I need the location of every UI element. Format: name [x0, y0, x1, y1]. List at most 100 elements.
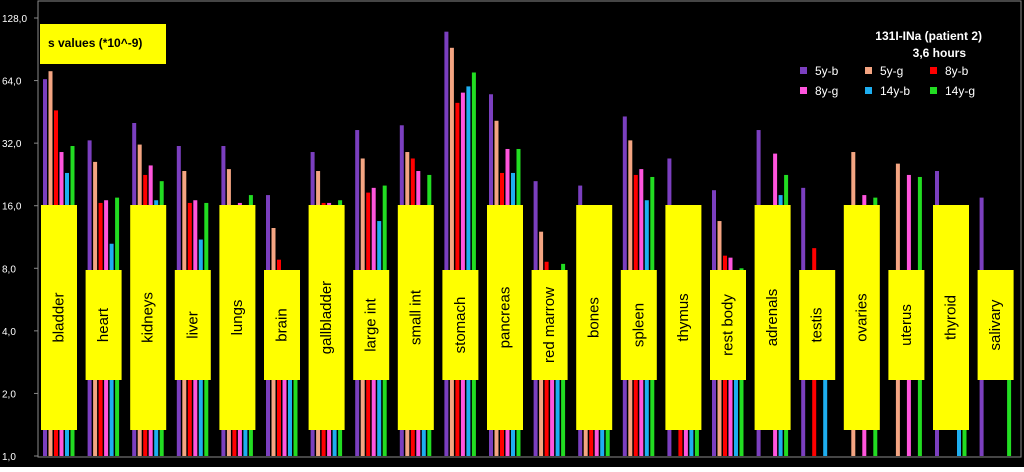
- organ-label-bones: bones: [576, 205, 613, 430]
- organ-label-box: [174, 270, 211, 380]
- bar-stomach-5y-g: [449, 47, 454, 457]
- category-label: testis: [809, 307, 826, 342]
- legend-label: 8y-b: [945, 64, 969, 78]
- organ-label-red-marrow: red marrow: [531, 270, 568, 380]
- organ-label-stomach: stomach: [442, 270, 479, 380]
- category-label: red marrow: [541, 287, 558, 363]
- plot-frame: [37, 0, 1022, 458]
- category-label: small int: [407, 289, 424, 345]
- category-label: brain: [274, 308, 291, 341]
- bar-stomach-5y-b: [444, 31, 449, 457]
- organ-label-kidneys: kidneys: [130, 205, 167, 430]
- y-tick-label: 32,0: [2, 139, 22, 150]
- organ-label-box: [487, 205, 523, 430]
- organ-label-uterus: uterus: [888, 270, 925, 380]
- legend-item-5y-g: 5y-g: [865, 64, 903, 78]
- organ-label-box: [799, 270, 836, 380]
- bar-rest-body-14y-b: [734, 310, 738, 456]
- category-label: heart: [95, 307, 112, 342]
- legend-label: 14y-g: [945, 84, 975, 98]
- organ-label-box: [531, 270, 568, 380]
- organ-label-box: [397, 205, 434, 430]
- legend-label: 5y-b: [815, 64, 839, 78]
- organ-label-heart: heart: [85, 270, 122, 380]
- category-label: salivary: [987, 299, 1004, 350]
- organ-label-spleen: spleen: [620, 270, 657, 380]
- legend-label: 5y-g: [880, 64, 903, 78]
- category-label: stomach: [452, 297, 469, 354]
- category-label: large int: [363, 297, 380, 351]
- category-label: gallbladder: [318, 281, 335, 354]
- y-tick-label: 64,0: [2, 77, 22, 88]
- legend-swatch: [930, 67, 937, 74]
- legend-item-14y-b: 14y-b: [865, 84, 910, 98]
- category-label: rest body: [720, 294, 737, 356]
- organ-label-bladder: bladder: [41, 205, 77, 430]
- bar-brain-14y-b: [288, 310, 292, 456]
- category-label: thymus: [675, 293, 692, 341]
- organ-label-box: [442, 270, 479, 380]
- category-label: bladder: [51, 292, 68, 342]
- organ-label-thyroid: thyroid: [933, 205, 969, 430]
- category-label: lungs: [229, 300, 246, 336]
- organ-label-box: [264, 270, 300, 380]
- category-label: bones: [586, 297, 603, 338]
- y-tick-label: 1,0: [2, 452, 16, 463]
- category-label: ovaries: [853, 293, 870, 341]
- organ-label-gallbladder: gallbladder: [308, 205, 345, 430]
- organ-label-box: [85, 270, 122, 380]
- organ-label-lungs: lungs: [219, 205, 256, 430]
- y-tick-label: 128,0: [2, 14, 27, 25]
- category-label: adrenals: [764, 289, 781, 347]
- legend-swatch: [800, 87, 807, 94]
- legend-item-14y-g: 14y-g: [930, 84, 975, 98]
- legend-swatch: [930, 87, 937, 94]
- organ-label-box: [933, 205, 969, 430]
- legend-swatch: [800, 67, 807, 74]
- y-tick-label: 8,0: [2, 264, 16, 275]
- organ-label-salivary: salivary: [977, 270, 1014, 380]
- category-label: pancreas: [497, 287, 514, 349]
- y-tick-label: 16,0: [2, 202, 22, 213]
- organ-label-box: [620, 270, 657, 380]
- organ-label-box: [576, 205, 613, 430]
- chart-title: 131I-INa (patient 2): [875, 29, 982, 43]
- organ-label-box: [710, 270, 746, 380]
- organ-label-box: [308, 205, 345, 430]
- category-label: uterus: [898, 304, 915, 346]
- organ-label-box: [977, 270, 1014, 380]
- organ-label-testis: testis: [799, 270, 836, 380]
- organ-label-liver: liver: [174, 270, 211, 380]
- y-axis-label: s values (*10^-9): [48, 36, 142, 50]
- legend-label: 8y-g: [815, 84, 838, 98]
- category-label: spleen: [630, 303, 647, 347]
- legend-item-5y-b: 5y-b: [800, 64, 839, 78]
- legend-item-8y-b: 8y-b: [930, 64, 969, 78]
- y-axis: 1,0 2,0 4,0 8,0 16,0 32,0 64,0 128,0: [2, 14, 38, 463]
- organ-label-box: [754, 205, 791, 430]
- legend-label: 14y-b: [880, 84, 910, 98]
- organ-label-thymus: thymus: [665, 205, 702, 430]
- legend-swatch: [865, 87, 872, 94]
- organ-labels-layer: bladder heart kidneys liver lungs brain gallbl…: [41, 205, 1014, 430]
- units-box-background: [40, 24, 166, 64]
- organ-label-box: [843, 205, 880, 430]
- organ-label-box: [665, 205, 702, 430]
- units-box: s values (*10^-9): [40, 24, 166, 64]
- legend: 5y-b 5y-g 8y-b 8y-g 14y-b 14y-g: [800, 64, 975, 98]
- organ-label-pancreas: pancreas: [487, 205, 523, 430]
- legend-item-8y-g: 8y-g: [800, 84, 838, 98]
- y-tick-label: 2,0: [2, 389, 16, 400]
- organ-label-large-int: large int: [353, 270, 390, 380]
- category-label: thyroid: [943, 295, 960, 340]
- organ-label-adrenals: adrenals: [754, 205, 791, 430]
- bar-stomach-14y-g: [471, 72, 476, 457]
- organ-label-box: [130, 205, 167, 430]
- organ-label-box: [353, 270, 390, 380]
- chart-subtitle: 3,6 hours: [913, 46, 967, 60]
- organ-label-brain: brain: [264, 270, 300, 380]
- organ-label-box: [219, 205, 256, 430]
- category-label: kidneys: [140, 292, 157, 343]
